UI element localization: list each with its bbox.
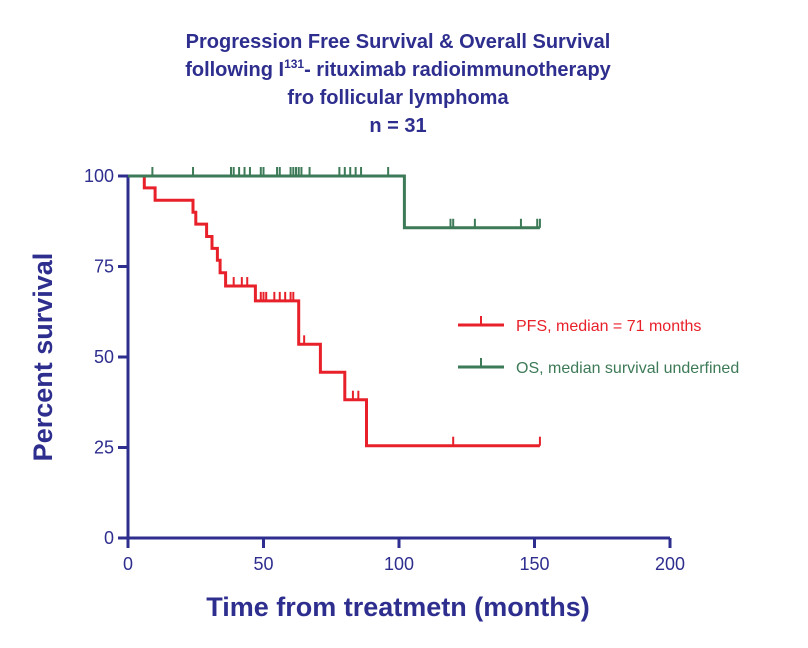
y-ticks: 0 25 50 75 100 bbox=[84, 166, 128, 548]
y-tick-label: 75 bbox=[94, 257, 114, 277]
title-line-2: following I131- rituximab radioimmunothe… bbox=[185, 57, 611, 81]
legend-label: PFS, median = 71 months bbox=[516, 318, 701, 335]
title-line-1: Progression Free Survival & Overall Surv… bbox=[186, 31, 611, 53]
title-superscript: 131 bbox=[284, 57, 304, 71]
x-tick-label: 200 bbox=[655, 554, 685, 574]
x-tick-label: 50 bbox=[253, 554, 273, 574]
x-tick-label: 100 bbox=[384, 554, 414, 574]
y-tick-label: 50 bbox=[94, 347, 114, 367]
x-tick-label: 150 bbox=[519, 554, 549, 574]
series-os bbox=[128, 167, 541, 230]
y-tick-label: 100 bbox=[84, 166, 114, 186]
y-tick-label: 0 bbox=[104, 528, 114, 548]
title-line-3: fro follicular lymphoma bbox=[287, 87, 509, 109]
legend-label: OS, median survival underfined bbox=[516, 360, 739, 377]
title-line-4: n = 31 bbox=[369, 115, 426, 137]
title-line-2-start: following I bbox=[185, 59, 284, 81]
chart-title: Progression Free Survival & Overall Surv… bbox=[185, 31, 611, 137]
x-axis-title: Time from treatmetn (months) bbox=[206, 592, 590, 622]
y-axis-title: Percent survival bbox=[28, 253, 58, 462]
series-line bbox=[128, 174, 540, 230]
series-line bbox=[128, 174, 540, 448]
x-ticks: 0 50 100 150 200 bbox=[123, 538, 685, 574]
series-layer bbox=[128, 167, 541, 448]
series-pfs bbox=[128, 174, 541, 448]
y-tick-label: 25 bbox=[94, 438, 114, 458]
title-line-2-end: - rituximab radioimmunotherapy bbox=[304, 59, 612, 81]
legend: PFS, median = 71 months OS, median surviv… bbox=[458, 316, 739, 377]
x-tick-label: 0 bbox=[123, 554, 133, 574]
axes bbox=[126, 176, 670, 540]
